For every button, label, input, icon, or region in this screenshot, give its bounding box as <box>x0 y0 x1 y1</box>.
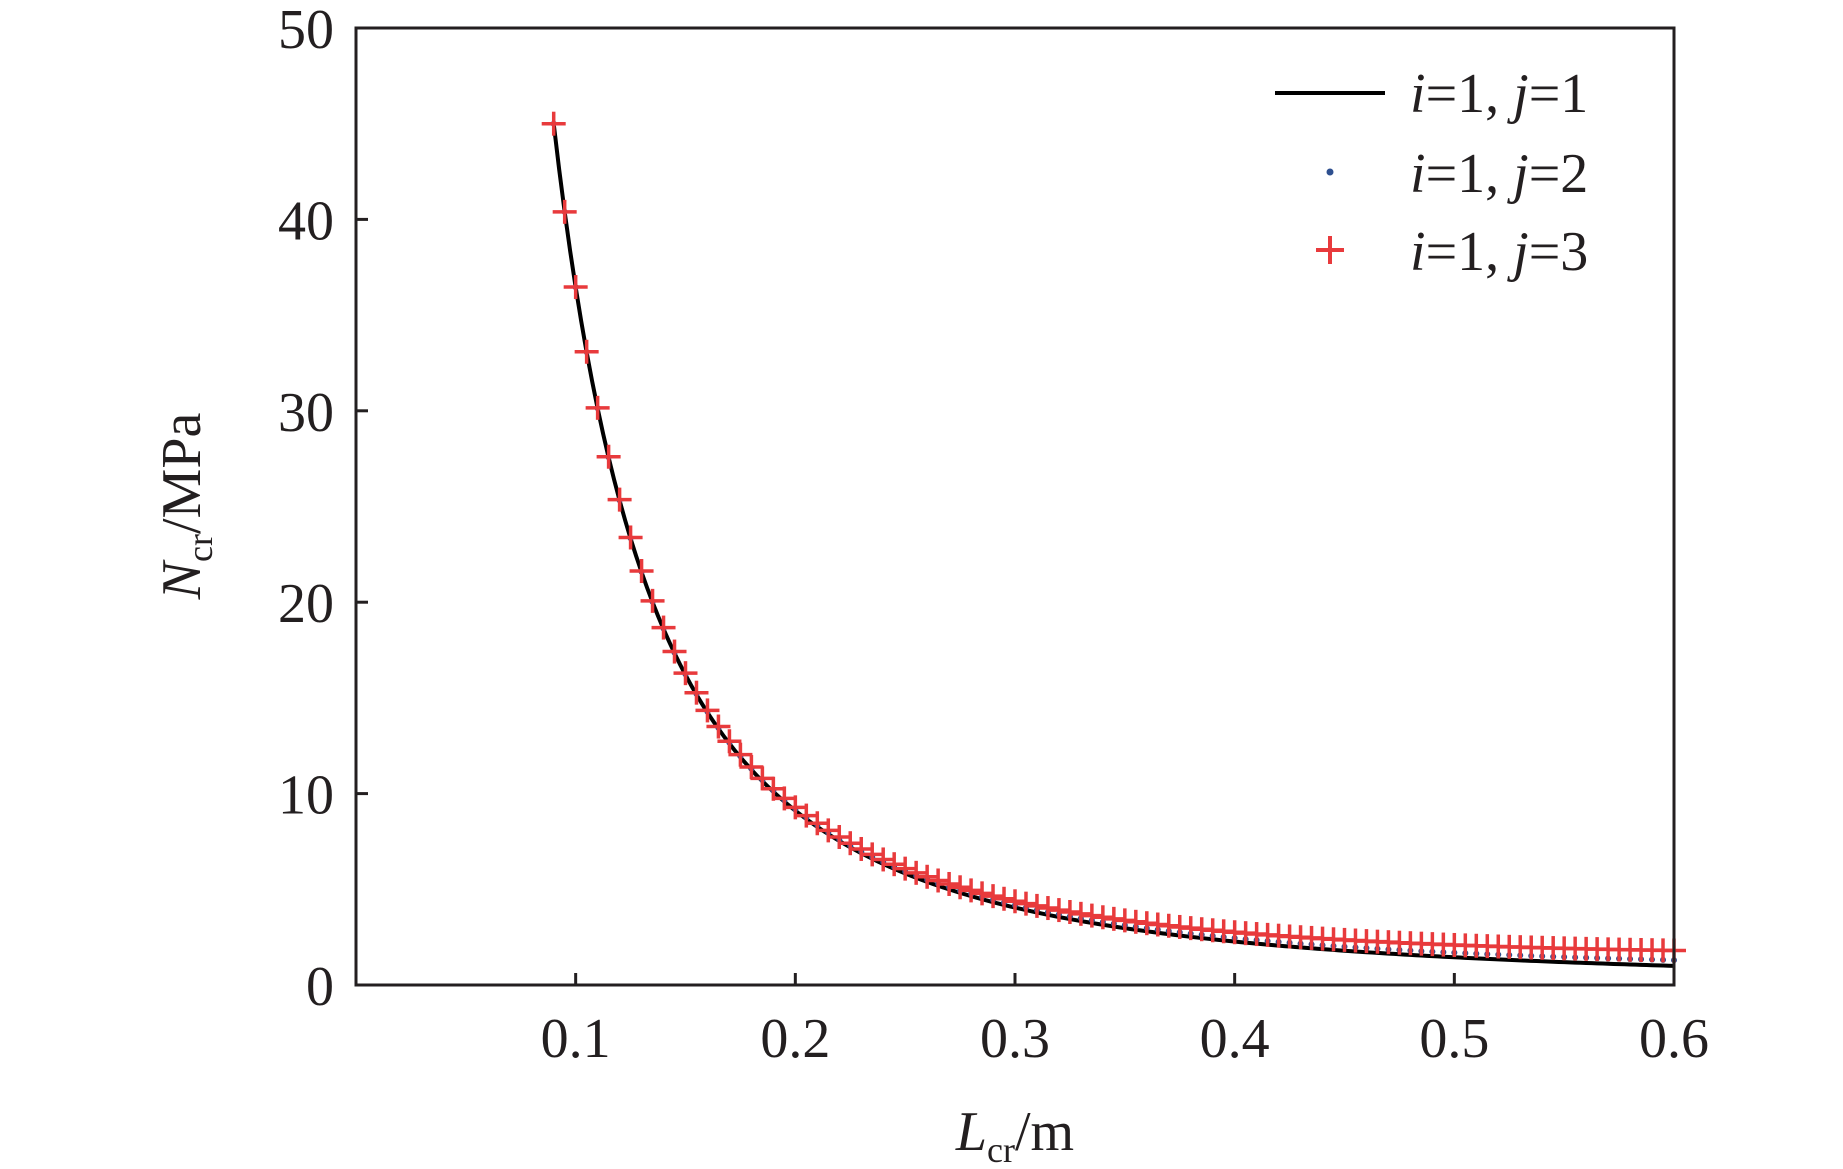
legend-swatch-dot <box>1326 168 1334 176</box>
y-axis-subscript: cr <box>180 534 220 562</box>
series-plus-j3 <box>607 487 632 512</box>
series-plus-j3 <box>552 199 577 224</box>
x-tick-label: 0.6 <box>1639 1008 1709 1070</box>
y-tick-label: 40 <box>278 190 334 252</box>
series-plus-j3 <box>1003 889 1027 914</box>
series-plus-j3 <box>651 615 676 640</box>
series-plus-j3 <box>574 339 599 364</box>
legend: i=1, j=1 i=1, j=2 i=1, j=3 <box>1275 63 1588 283</box>
series-plus-j3 <box>959 878 984 903</box>
series-plus-j3 <box>541 111 566 136</box>
x-axis-symbol: L <box>955 1101 987 1163</box>
x-axis-title: Lcr/m <box>955 1101 1074 1169</box>
y-ticks: 0 10 20 30 40 50 <box>278 0 368 1018</box>
y-tick-label: 0 <box>306 956 334 1018</box>
y-tick-label: 20 <box>278 573 334 635</box>
x-tick-label: 0.3 <box>980 1008 1050 1070</box>
series-plus-j3 <box>937 871 962 896</box>
y-tick-label: 10 <box>278 765 334 827</box>
series-plus-j3 <box>717 729 742 754</box>
y-axis-unit: /MPa <box>151 413 213 534</box>
series-plus-j3 <box>1057 900 1082 925</box>
series-plus-j3 <box>662 639 687 664</box>
series-plus-j3 <box>970 881 995 906</box>
series-plus-j3 <box>1068 901 1093 926</box>
series-plus-j3 <box>926 868 951 893</box>
series-plus-j3 <box>1013 891 1038 916</box>
series-plus-j3 <box>871 847 896 872</box>
series-plus-j3 <box>706 714 731 739</box>
legend-label-1: i=1, j=1 <box>1410 63 1588 125</box>
svg-text:Ncr/MPa: Ncr/MPa <box>151 413 220 601</box>
series-plus-j3 <box>739 755 764 780</box>
series-plus-j3 <box>948 875 973 900</box>
series-plus-j3 <box>1024 893 1049 918</box>
series-plus-j3 <box>893 856 918 881</box>
x-axis-unit: /m <box>1015 1101 1074 1163</box>
y-tick-label: 50 <box>278 0 334 61</box>
series-plus-j3 <box>838 831 863 856</box>
series-plus-j3 <box>904 860 929 885</box>
series-plus-j3 <box>1046 898 1071 923</box>
series-plus-j3 <box>981 884 1006 909</box>
y-tick-label: 30 <box>278 382 334 444</box>
series-plus-j3 <box>563 275 588 300</box>
series-plus-j3 <box>585 395 610 420</box>
legend-label-3: i=1, j=3 <box>1410 221 1588 283</box>
legend-swatch-plus <box>1316 236 1344 264</box>
series-plus-j3 <box>750 766 775 791</box>
series-plus-j3 <box>596 444 621 469</box>
legend-label-2: i=1, j=2 <box>1410 143 1588 205</box>
x-tick-label: 0.2 <box>760 1008 830 1070</box>
x-tick-label: 0.1 <box>541 1008 611 1070</box>
series-plus-j3 <box>849 836 874 861</box>
series-plus-j3 <box>915 864 940 889</box>
series-plus-j3 <box>629 559 654 584</box>
series-plus-j3 <box>695 698 720 723</box>
x-ticks: 0.1 0.2 0.3 0.4 0.5 0.6 <box>541 973 1709 1070</box>
series-plus-j3 <box>882 852 907 877</box>
series-plus-j3 <box>684 680 709 705</box>
y-axis-title: Ncr/MPa <box>151 413 220 601</box>
y-axis-symbol: N <box>151 559 213 600</box>
x-axis-subscript: cr <box>987 1130 1015 1169</box>
series-plus-j3 <box>1035 896 1060 921</box>
series-plus-j3 <box>827 825 852 850</box>
x-tick-label: 0.4 <box>1200 1008 1270 1070</box>
series-plus-j3 <box>992 886 1017 911</box>
series-plus-j3 <box>673 661 698 686</box>
x-tick-label: 0.5 <box>1419 1008 1489 1070</box>
series-plus-j3 <box>640 588 665 613</box>
series-plus-j3 <box>728 742 753 767</box>
series-plus-j3 <box>618 525 643 550</box>
plot-series <box>541 111 1686 968</box>
series-plus-j3 <box>860 842 885 867</box>
